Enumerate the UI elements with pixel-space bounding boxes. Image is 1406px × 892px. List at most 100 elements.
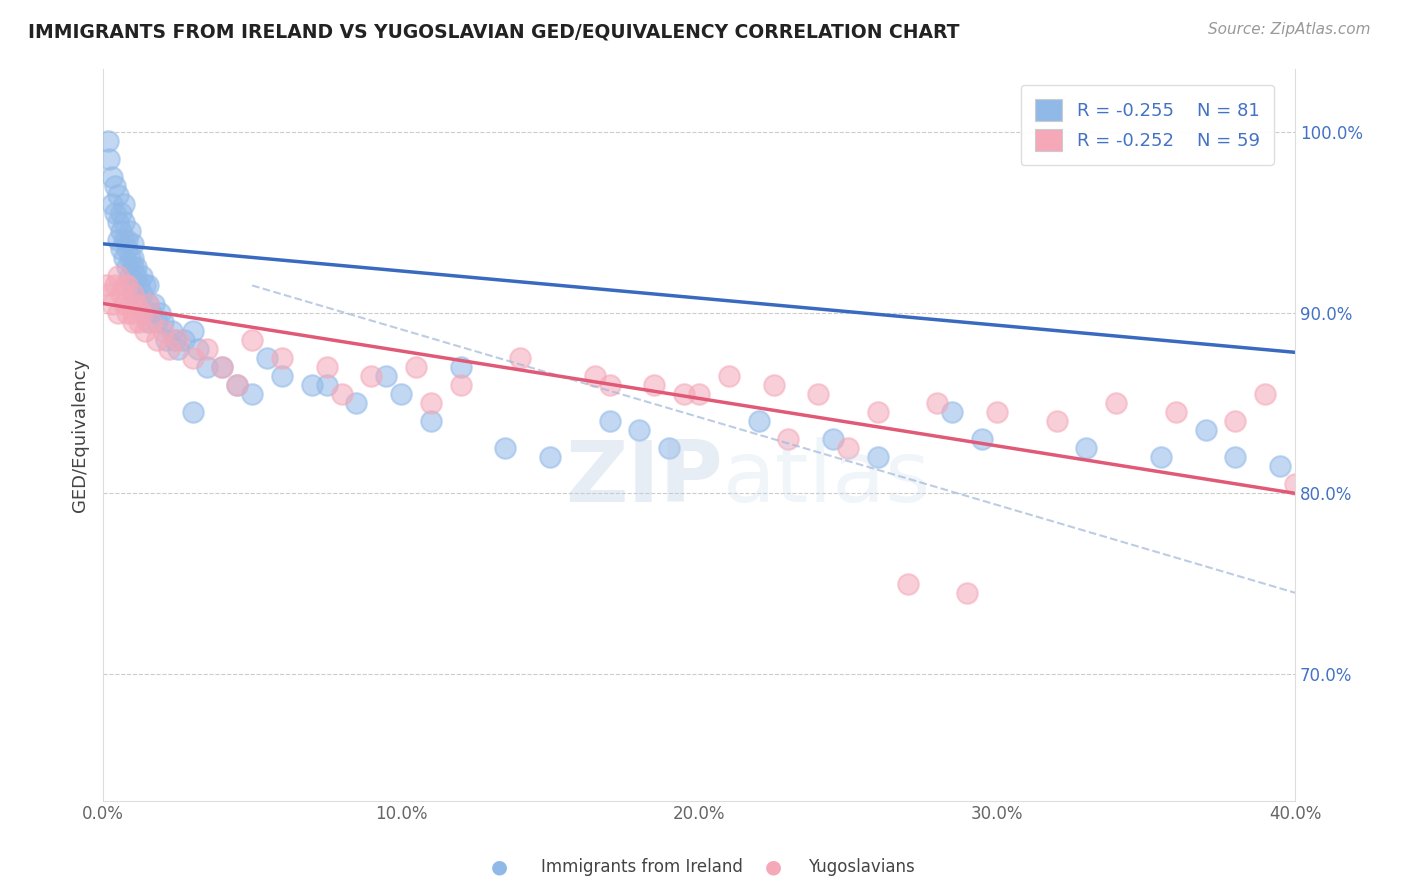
Text: Source: ZipAtlas.com: Source: ZipAtlas.com <box>1208 22 1371 37</box>
Point <box>155 333 177 347</box>
Point <box>197 359 219 374</box>
Point <box>538 450 561 465</box>
Legend: R = -0.255    N = 81, R = -0.252    N = 59: R = -0.255 N = 81, R = -0.252 N = 59 <box>1021 85 1274 165</box>
Point <box>97 134 120 148</box>
Point <box>181 324 204 338</box>
Point <box>125 269 148 284</box>
Point <box>717 368 740 383</box>
Point <box>226 377 249 392</box>
Point <box>1164 405 1187 419</box>
Point <box>1076 441 1098 455</box>
Point <box>1254 387 1277 401</box>
Text: Yugoslavians: Yugoslavians <box>808 858 915 876</box>
Point <box>1046 414 1069 428</box>
Point <box>688 387 710 401</box>
Point <box>134 278 156 293</box>
Point <box>112 252 135 266</box>
Point <box>139 315 162 329</box>
Point <box>115 305 138 319</box>
Point <box>122 287 145 301</box>
Point <box>315 377 337 392</box>
Point <box>1268 459 1291 474</box>
Point <box>658 441 681 455</box>
Point <box>104 278 127 293</box>
Point <box>972 432 994 446</box>
Point <box>837 441 859 455</box>
Point <box>122 236 145 251</box>
Text: IMMIGRANTS FROM IRELAND VS YUGOSLAVIAN GED/EQUIVALENCY CORRELATION CHART: IMMIGRANTS FROM IRELAND VS YUGOSLAVIAN G… <box>28 22 960 41</box>
Text: ●: ● <box>765 857 782 877</box>
Point <box>134 324 156 338</box>
Point <box>104 179 127 194</box>
Text: ●: ● <box>491 857 508 877</box>
Point <box>112 215 135 229</box>
Point <box>301 377 323 392</box>
Point <box>643 377 665 392</box>
Point <box>271 351 294 365</box>
Point <box>131 287 153 301</box>
Point <box>494 441 516 455</box>
Point <box>115 242 138 256</box>
Point <box>1105 396 1128 410</box>
Point <box>128 296 150 310</box>
Point <box>1194 423 1216 437</box>
Point <box>110 242 132 256</box>
Point <box>1225 450 1247 465</box>
Point <box>142 296 165 310</box>
Point <box>673 387 696 401</box>
Point <box>762 377 785 392</box>
Point <box>110 206 132 220</box>
Point <box>145 315 167 329</box>
Point <box>118 252 141 266</box>
Point <box>360 368 382 383</box>
Point <box>125 260 148 275</box>
Point <box>115 260 138 275</box>
Point <box>115 278 138 293</box>
Point <box>166 342 188 356</box>
Point <box>107 233 129 247</box>
Point <box>599 377 621 392</box>
Point <box>450 377 472 392</box>
Point <box>94 278 117 293</box>
Point <box>866 405 889 419</box>
Point <box>927 396 949 410</box>
Point <box>1299 432 1322 446</box>
Point <box>1150 450 1173 465</box>
Point <box>160 324 183 338</box>
Point <box>122 315 145 329</box>
Point <box>107 188 129 202</box>
Point <box>122 260 145 275</box>
Point <box>136 296 159 310</box>
Point <box>1284 477 1306 491</box>
Point <box>375 368 398 383</box>
Point <box>122 278 145 293</box>
Point <box>145 333 167 347</box>
Point <box>330 387 353 401</box>
Point <box>152 324 174 338</box>
Point <box>450 359 472 374</box>
Point <box>149 305 172 319</box>
Point <box>897 576 920 591</box>
Point <box>131 269 153 284</box>
Text: atlas: atlas <box>723 437 931 520</box>
Point <box>139 305 162 319</box>
Point <box>211 359 233 374</box>
Point <box>122 252 145 266</box>
Point <box>122 305 145 319</box>
Point <box>509 351 531 365</box>
Point <box>599 414 621 428</box>
Point <box>866 450 889 465</box>
Point <box>128 315 150 329</box>
Point <box>173 333 195 347</box>
Point <box>131 305 153 319</box>
Point <box>628 423 651 437</box>
Point <box>110 287 132 301</box>
Point <box>583 368 606 383</box>
Point <box>118 269 141 284</box>
Point <box>112 197 135 211</box>
Text: ZIP: ZIP <box>565 437 723 520</box>
Point <box>118 296 141 310</box>
Point <box>136 315 159 329</box>
Point <box>748 414 770 428</box>
Point <box>315 359 337 374</box>
